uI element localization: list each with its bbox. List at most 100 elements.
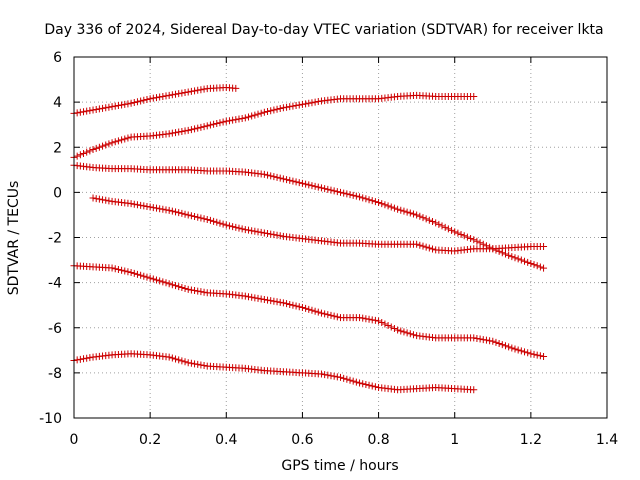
- data-point: [381, 320, 389, 328]
- data-point: [352, 192, 360, 200]
- data-point: [99, 104, 107, 112]
- y-axis-label: SDTVAR / TECUs: [6, 181, 22, 296]
- data-point: [276, 298, 284, 306]
- data-point: [501, 250, 509, 258]
- data-point: [222, 117, 230, 125]
- data-point: [248, 293, 256, 301]
- data-point: [276, 105, 284, 113]
- data-point: [295, 303, 303, 311]
- data-point: [375, 199, 383, 207]
- data-point: [311, 182, 319, 190]
- data-point: [178, 357, 186, 365]
- data-point: [178, 209, 186, 217]
- data-point: [479, 336, 487, 344]
- chart-title: Day 336 of 2024, Sidereal Day-to-day VTE…: [44, 22, 603, 38]
- data-point: [470, 236, 478, 244]
- data-point: [181, 210, 189, 218]
- data-point: [362, 195, 370, 203]
- data-point: [251, 227, 259, 235]
- data-point: [330, 372, 338, 380]
- data-point: [337, 373, 344, 381]
- data-point: [286, 300, 294, 308]
- data-point: [390, 204, 398, 212]
- data-point: [108, 139, 116, 147]
- data-point: [102, 141, 110, 149]
- data-point: [172, 282, 180, 290]
- y-tick-label: -8: [48, 366, 62, 382]
- data-point: [321, 371, 329, 379]
- y-tick-label: -6: [48, 321, 62, 337]
- data-point: [422, 215, 430, 223]
- data-point: [448, 226, 456, 234]
- data-point: [181, 127, 189, 135]
- data-point: [184, 126, 192, 134]
- data-point: [524, 258, 532, 266]
- data-point: [270, 231, 278, 239]
- data-point: [143, 273, 151, 281]
- data-point: [311, 98, 319, 106]
- data-point: [194, 287, 202, 295]
- data-point: [289, 301, 297, 309]
- data-point: [260, 170, 268, 178]
- data-point: [460, 232, 468, 240]
- data-point: [467, 234, 475, 242]
- data-point: [184, 359, 192, 367]
- data-point: [80, 149, 88, 157]
- data-point: [206, 216, 214, 224]
- data-point: [305, 99, 313, 107]
- data-point: [346, 191, 354, 199]
- data-point: [333, 313, 341, 321]
- data-point: [235, 115, 243, 123]
- data-point: [254, 294, 262, 302]
- data-point: [187, 359, 195, 367]
- data-point: [238, 114, 246, 122]
- data-point: [140, 272, 148, 280]
- data-point: [130, 200, 138, 208]
- y-tick-label: 2: [53, 140, 62, 156]
- data-point: [486, 337, 494, 345]
- data-point: [200, 288, 208, 296]
- data-point: [381, 201, 389, 209]
- data-point: [194, 213, 202, 221]
- data-point: [105, 103, 113, 111]
- data-point: [416, 212, 424, 220]
- data-point: [362, 381, 370, 389]
- data-point: [260, 108, 268, 116]
- data-point: [305, 305, 313, 313]
- data-point: [508, 344, 516, 352]
- data-point: [156, 277, 164, 285]
- data-point: [254, 228, 262, 236]
- data-point: [175, 128, 183, 136]
- data-point: [375, 317, 383, 325]
- data-point: [368, 197, 376, 205]
- data-point: [533, 262, 541, 270]
- data-point: [317, 184, 325, 192]
- data-point: [200, 123, 208, 131]
- data-point: [368, 316, 376, 324]
- data-point: [292, 302, 300, 310]
- data-point: [149, 94, 157, 102]
- data-point: [419, 242, 427, 250]
- data-point: [118, 266, 126, 274]
- data-point: [276, 232, 284, 240]
- data-point: [86, 147, 94, 155]
- data-point: [118, 101, 126, 109]
- data-point: [99, 142, 107, 150]
- data-point: [133, 201, 141, 209]
- data-point: [470, 92, 478, 100]
- data-point: [191, 212, 199, 220]
- data-point: [92, 144, 100, 152]
- plot-frame: [73, 56, 608, 419]
- data-point: [219, 118, 227, 126]
- data-point: [292, 178, 300, 186]
- data-point: [244, 226, 252, 234]
- data-point: [225, 222, 233, 230]
- data-point: [200, 362, 208, 370]
- data-point: [165, 91, 173, 99]
- data-point: [241, 226, 249, 234]
- data-point: [121, 135, 129, 143]
- data-point: [365, 381, 373, 389]
- data-point: [165, 353, 173, 361]
- data-point: [302, 100, 310, 108]
- data-point: [482, 336, 490, 344]
